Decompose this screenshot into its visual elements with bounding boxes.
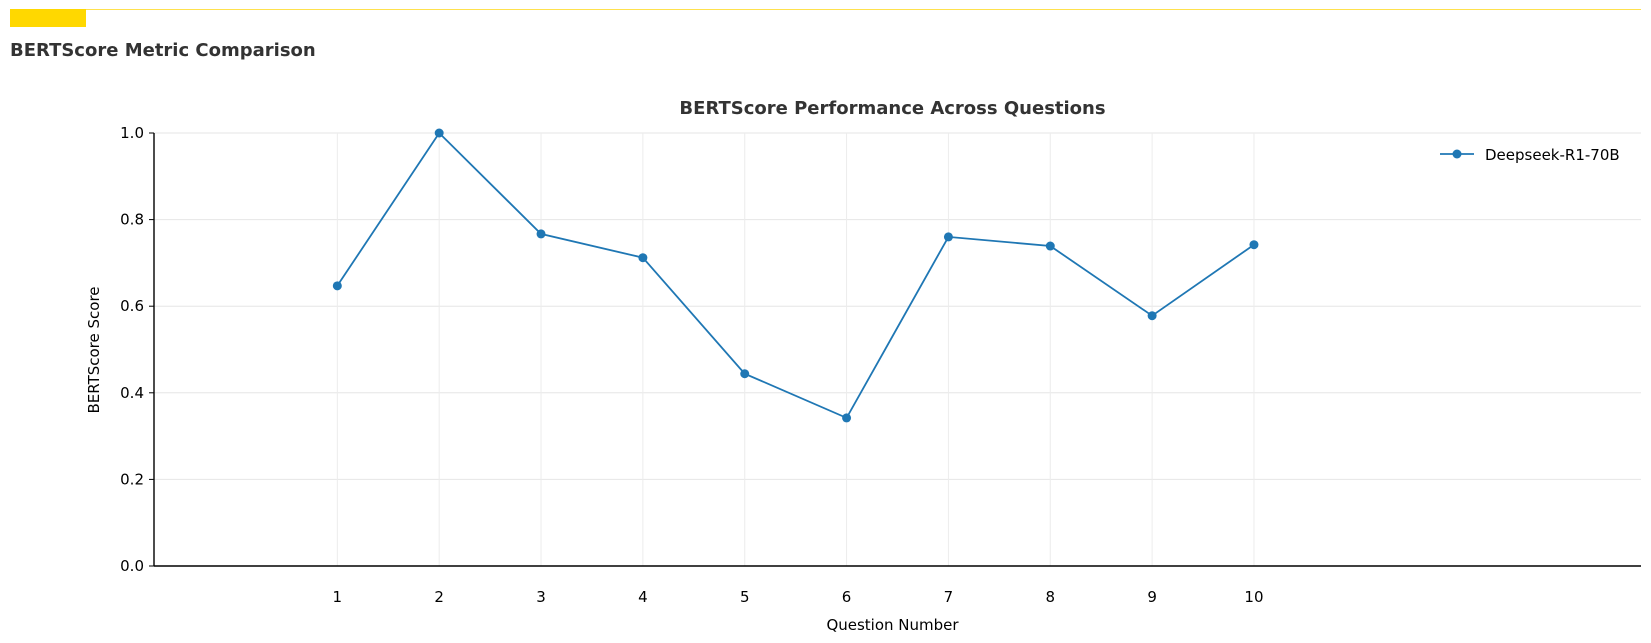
x-tick-label: 10 [1244, 588, 1263, 606]
data-point [943, 232, 953, 242]
accent-block [10, 9, 86, 27]
page-title: BERTScore Metric Comparison [10, 40, 316, 61]
data-point [536, 229, 546, 239]
data-point [332, 281, 342, 291]
y-axis-label: BERTScore Score [85, 286, 103, 413]
data-point [1147, 311, 1157, 321]
y-tick-label: 0.2 [120, 470, 144, 488]
legend-label: Deepseek-R1-70B [1485, 146, 1620, 164]
series-layer [332, 128, 1259, 423]
x-tick-label: 2 [434, 588, 444, 606]
x-tick-label: 6 [842, 588, 852, 606]
x-axis-label: Question Number [826, 616, 959, 634]
grid-lines [154, 132, 1641, 567]
y-tick-label: 0.0 [120, 557, 144, 575]
axis-ticks: 0.0 0.2 0.4 0.6 0.8 1.0 1 2 3 4 5 6 7 8 9 10 [120, 124, 1263, 606]
y-tick-label: 0.4 [120, 384, 144, 402]
data-point [1249, 240, 1259, 250]
data-point [740, 369, 750, 379]
legend-point-marker [1452, 149, 1462, 159]
data-point [842, 413, 852, 423]
legend: Deepseek-R1-70B [1440, 146, 1620, 164]
x-tick-label: 4 [638, 588, 648, 606]
y-tick-label: 0.6 [120, 297, 144, 315]
x-tick-label: 1 [333, 588, 343, 606]
data-point [638, 253, 648, 263]
top-rule [10, 9, 1641, 10]
x-tick-label: 9 [1147, 588, 1157, 606]
data-point [1045, 241, 1055, 251]
series-line [336, 131, 1255, 420]
x-tick-label: 3 [536, 588, 546, 606]
x-tick-label: 8 [1046, 588, 1056, 606]
y-tick-label: 0.8 [120, 211, 144, 229]
data-point [434, 128, 444, 138]
y-tick-label: 1.0 [120, 124, 144, 142]
x-tick-label: 7 [944, 588, 954, 606]
x-tick-label: 5 [740, 588, 750, 606]
chart-title: BERTScore Performance Across Questions [679, 98, 1105, 119]
